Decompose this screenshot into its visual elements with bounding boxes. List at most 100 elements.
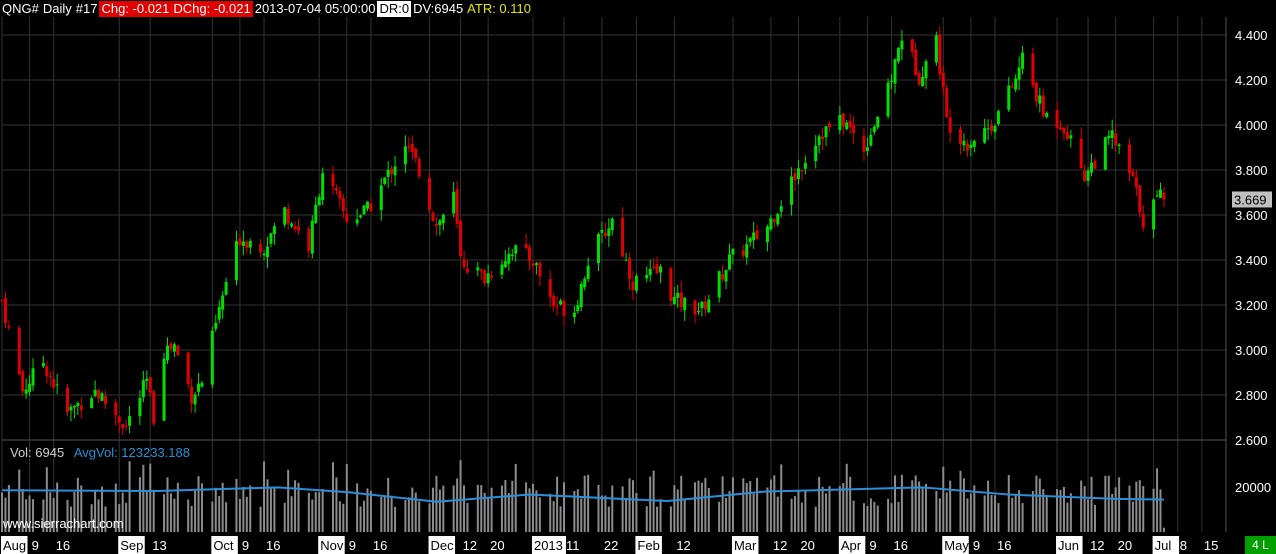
candle-body [41, 363, 45, 367]
candle-body [121, 423, 125, 429]
candle-body [290, 223, 294, 227]
candle-body [959, 129, 963, 145]
volume-bar [942, 466, 945, 532]
candle-body [1090, 162, 1094, 173]
x-tick-label: 12 [463, 538, 477, 553]
volume-bar [900, 474, 903, 532]
volume-bar [938, 498, 941, 532]
volume-bar [776, 496, 779, 532]
volume-bar [962, 478, 965, 532]
volume-bar [683, 498, 686, 532]
volume-bar [973, 485, 976, 532]
x-tick-label: 15 [1204, 538, 1218, 553]
volume-bar [411, 487, 414, 532]
candle-body [1034, 82, 1038, 102]
volume-bar [752, 493, 755, 532]
volume-bar [945, 492, 948, 532]
candle-body [438, 220, 442, 226]
candle-body [576, 305, 580, 311]
x-tick-label: Aug [3, 538, 26, 553]
last-price-box [1232, 191, 1272, 208]
volume-bar [997, 503, 1000, 532]
candle-body [824, 126, 828, 138]
volume-bar [311, 499, 314, 532]
volume-bar [338, 501, 341, 532]
symbol-label: QNG# [2, 0, 39, 16]
volume-bar [21, 488, 24, 532]
candle-body [490, 275, 494, 278]
volume-bar [294, 480, 297, 532]
candle-body [552, 296, 556, 307]
volume-bar [452, 485, 455, 532]
volume-bar [121, 492, 124, 532]
volume-bar [790, 498, 793, 532]
volume-bar [1007, 475, 1010, 532]
volume-bar [80, 485, 83, 532]
volume-bar [225, 502, 228, 532]
volume-bar [356, 483, 359, 532]
candle-body [1017, 67, 1021, 80]
candle-body [1103, 137, 1107, 170]
candle-body [1107, 135, 1111, 139]
volume-bar [935, 490, 938, 532]
candle-body [745, 244, 749, 258]
volume-bar [993, 495, 996, 532]
volume-bar [266, 479, 269, 532]
candle-body [1141, 213, 1145, 228]
candle-body [483, 270, 487, 284]
candle-body [234, 241, 238, 281]
volume-bar [214, 487, 217, 532]
candle-body [514, 245, 518, 254]
volume-bar [576, 489, 579, 532]
volume-bar [297, 482, 300, 532]
volume-bar [780, 464, 783, 532]
volume-bar [818, 476, 821, 532]
candle-body [141, 380, 145, 398]
volume-bar [769, 479, 772, 532]
volume-bar [190, 505, 193, 532]
candle-body [1041, 95, 1045, 116]
avgvol-label: AvgVol: 123233.188 [73, 445, 190, 460]
volume-bar [431, 487, 434, 532]
candle-body [876, 116, 880, 128]
volume-bar [749, 481, 752, 532]
volume-bar [866, 506, 869, 532]
x-tick-label: 13 [152, 538, 166, 553]
volume-bar [1111, 493, 1114, 532]
candle-body [793, 173, 797, 181]
volume-bar [128, 461, 131, 532]
volume-bar [1069, 493, 1072, 532]
candle-body [1007, 85, 1011, 110]
candle-body [934, 35, 938, 63]
volume-bar [1, 492, 3, 532]
candle-body [559, 300, 563, 305]
volume-bar [959, 470, 962, 532]
volume-bar [49, 492, 52, 532]
candle-body [165, 345, 169, 361]
candle-body [262, 253, 266, 256]
volume-bar [635, 493, 638, 532]
candle-body [717, 271, 721, 298]
x-month-box [531, 536, 566, 554]
period-label: Daily [42, 0, 72, 16]
volume-bar [925, 483, 928, 532]
corner-badge[interactable]: 4 L [1245, 536, 1276, 554]
candle-body [869, 134, 873, 146]
candle-body [993, 126, 997, 133]
volume-bar [676, 489, 679, 532]
candle-body [1158, 189, 1162, 198]
candle-body [728, 254, 732, 270]
candle-body [462, 259, 466, 267]
volume-bar [535, 490, 538, 532]
candle-body [310, 220, 314, 254]
candle-body [914, 50, 918, 76]
candle-body [72, 405, 76, 408]
candle-body [97, 389, 101, 399]
volume-bar [1114, 487, 1117, 532]
candle-body [476, 267, 480, 271]
volume-bar [42, 499, 45, 532]
volume-bar [321, 488, 324, 532]
volume-bar [1014, 495, 1017, 532]
volume-bar [435, 475, 438, 532]
